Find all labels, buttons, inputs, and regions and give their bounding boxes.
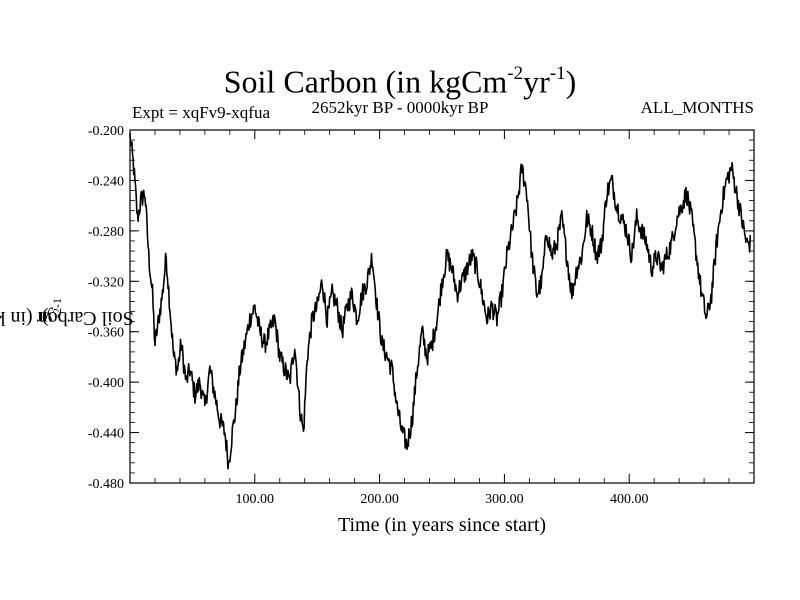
- x-tick-label: 100.00: [236, 492, 275, 507]
- y-tick-label: -0.200: [88, 124, 124, 139]
- y-tick-label: -0.360: [88, 326, 124, 341]
- x-tick-label: 400.00: [610, 492, 649, 507]
- chart-title: Soil Carbon (in kgCm-2yr-1): [223, 63, 577, 100]
- plot-frame: [129, 129, 755, 484]
- y-tick-label: -0.440: [88, 427, 124, 442]
- y-tick-label: -0.480: [88, 477, 124, 492]
- y-tick-label: -0.240: [88, 174, 124, 189]
- y-tick-label: -0.280: [88, 225, 124, 240]
- chart-subtitle: 2652kyr BP - 0000kyr BP: [311, 98, 489, 117]
- x-axis-label: Time (in years since start): [337, 514, 547, 536]
- x-tick-label: 200.00: [360, 492, 399, 507]
- season-label: ALL_MONTHS: [640, 98, 754, 117]
- experiment-label: Expt = xqFv9-xqfua: [132, 103, 271, 122]
- x-tick-label: 300.00: [485, 492, 524, 507]
- series-line-soil-carbon: [129, 133, 752, 470]
- y-tick-label: -0.320: [88, 275, 124, 290]
- y-tick-label: -0.400: [88, 376, 124, 391]
